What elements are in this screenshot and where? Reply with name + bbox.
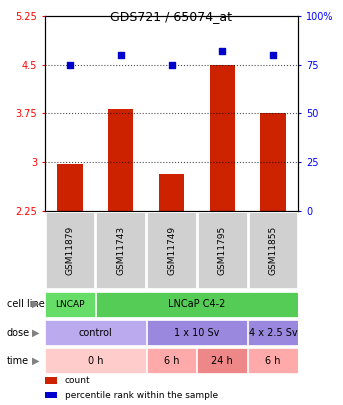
- Text: GSM11879: GSM11879: [66, 226, 74, 275]
- Text: 6 h: 6 h: [164, 356, 179, 366]
- FancyBboxPatch shape: [46, 212, 94, 288]
- FancyBboxPatch shape: [147, 212, 196, 288]
- Text: control: control: [79, 328, 112, 337]
- Text: GSM11743: GSM11743: [116, 226, 125, 275]
- Bar: [260, 113, 286, 211]
- Point: [270, 52, 276, 58]
- Bar: [108, 109, 133, 211]
- Text: LNCAP: LNCAP: [55, 300, 85, 309]
- Bar: [45, 377, 57, 384]
- FancyBboxPatch shape: [96, 212, 145, 288]
- Text: count: count: [65, 376, 91, 385]
- Text: GDS721 / 65074_at: GDS721 / 65074_at: [110, 10, 233, 23]
- Text: LNCaP C4-2: LNCaP C4-2: [168, 299, 226, 309]
- Text: GSM11855: GSM11855: [269, 226, 277, 275]
- Bar: [45, 392, 57, 399]
- Text: 24 h: 24 h: [211, 356, 233, 366]
- Point: [67, 62, 73, 68]
- Point: [169, 62, 174, 68]
- Bar: [57, 164, 83, 211]
- Bar: [159, 174, 184, 211]
- Bar: [210, 65, 235, 211]
- Text: ▶: ▶: [32, 328, 40, 337]
- FancyBboxPatch shape: [146, 320, 247, 345]
- Text: ▶: ▶: [32, 299, 40, 309]
- Text: time: time: [7, 356, 29, 366]
- FancyBboxPatch shape: [197, 348, 247, 373]
- FancyBboxPatch shape: [96, 292, 298, 317]
- FancyBboxPatch shape: [249, 212, 297, 288]
- Text: percentile rank within the sample: percentile rank within the sample: [65, 391, 218, 400]
- FancyBboxPatch shape: [248, 320, 298, 345]
- Point: [220, 48, 225, 54]
- Text: 4 x 2.5 Sv: 4 x 2.5 Sv: [249, 328, 297, 337]
- FancyBboxPatch shape: [198, 212, 247, 288]
- Text: cell line: cell line: [7, 299, 45, 309]
- Text: 0 h: 0 h: [87, 356, 103, 366]
- FancyBboxPatch shape: [45, 320, 146, 345]
- FancyBboxPatch shape: [45, 292, 95, 317]
- Point: [118, 52, 123, 58]
- Text: 6 h: 6 h: [265, 356, 281, 366]
- Text: dose: dose: [7, 328, 30, 337]
- Text: GSM11795: GSM11795: [218, 226, 227, 275]
- FancyBboxPatch shape: [248, 348, 298, 373]
- FancyBboxPatch shape: [45, 348, 146, 373]
- Text: ▶: ▶: [32, 356, 40, 366]
- Text: GSM11749: GSM11749: [167, 226, 176, 275]
- Text: 1 x 10 Sv: 1 x 10 Sv: [174, 328, 220, 337]
- FancyBboxPatch shape: [146, 348, 197, 373]
